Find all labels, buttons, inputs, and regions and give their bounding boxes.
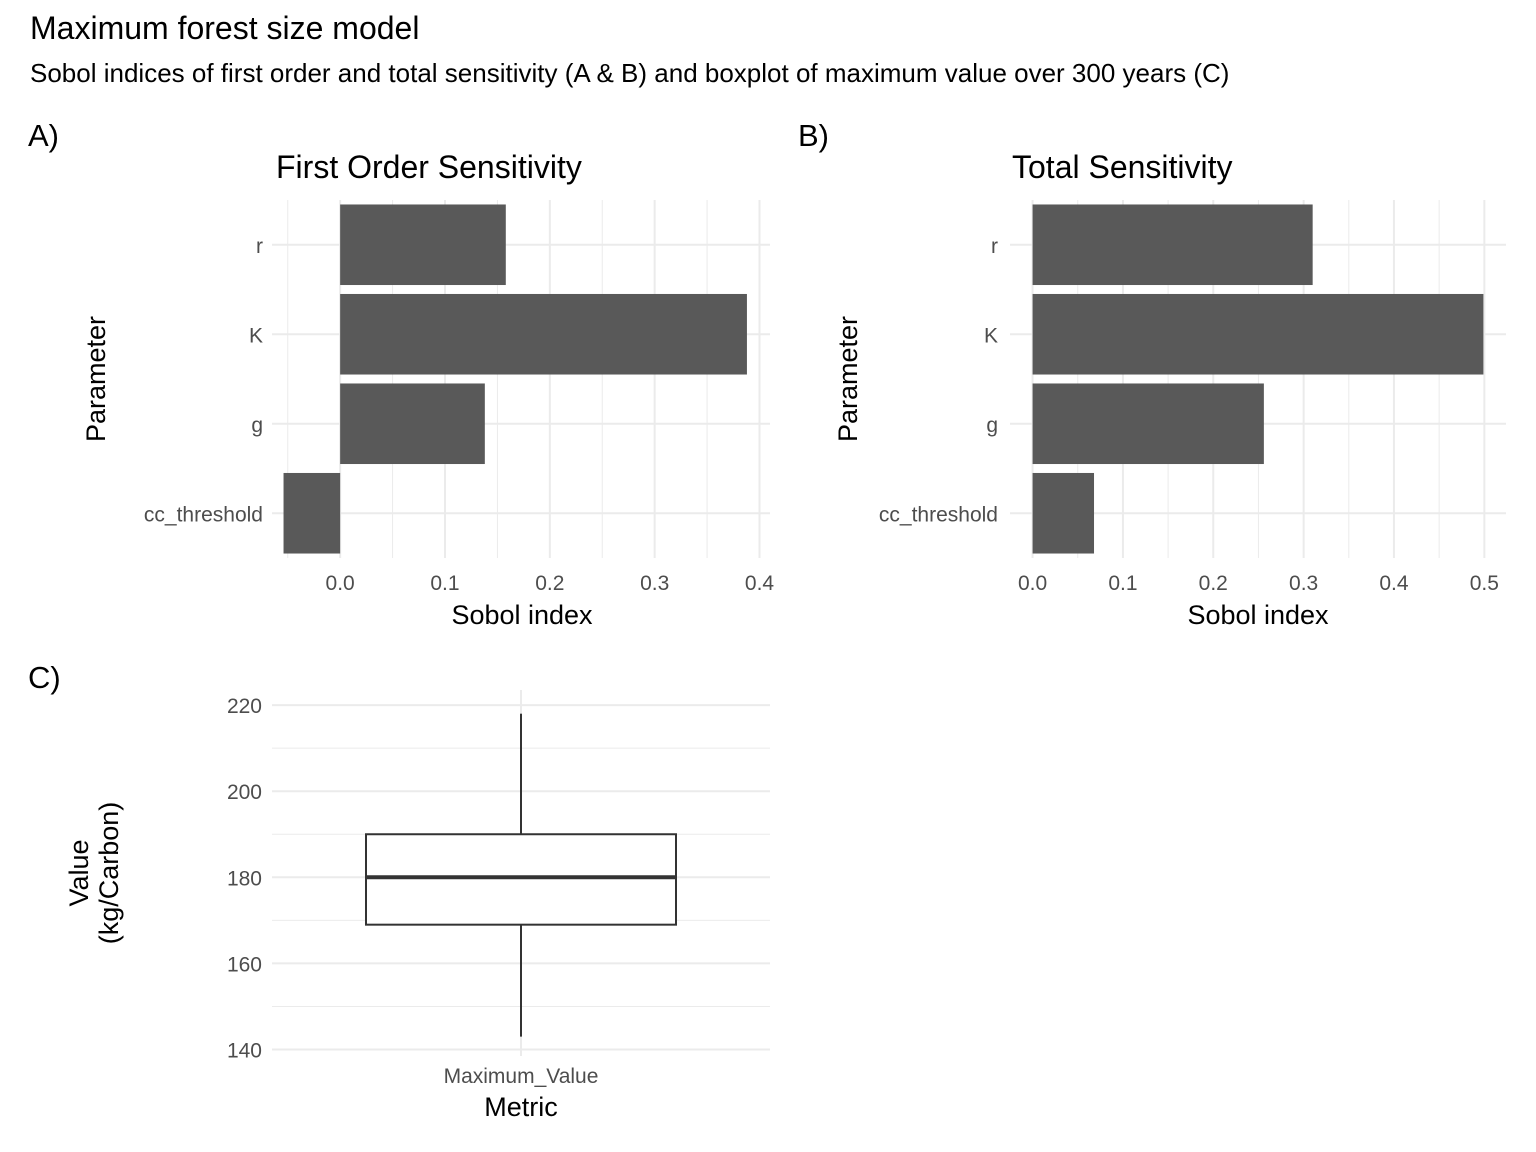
x-tick-label: 0.2	[1199, 572, 1228, 595]
y-tick-label: 140	[227, 1040, 262, 1063]
bar-g	[1032, 383, 1264, 465]
panel-tag-a: A)	[28, 118, 59, 153]
x-tick-label: 0.1	[1108, 572, 1137, 595]
y-axis-label-line: (kg/Carbon)	[94, 802, 124, 945]
y-tick-label: 160	[227, 953, 262, 976]
x-tick-label: 0.3	[640, 572, 669, 595]
panel-tag-c: C)	[28, 660, 61, 695]
y-tick-label: r	[991, 235, 998, 258]
y-axis-label-line: Value	[64, 839, 94, 906]
box-iqr	[365, 833, 677, 926]
y-tick-label: r	[256, 235, 263, 258]
x-tick-label: 0.1	[430, 572, 459, 595]
bar-r	[1032, 204, 1313, 286]
chart-title: First Order Sensitivity	[276, 149, 582, 185]
y-axis-label: Parameter	[81, 316, 111, 442]
y-tick-label: K	[984, 324, 998, 347]
y-axis-label: Parameter	[833, 316, 863, 442]
figure-title: Maximum forest size model	[30, 10, 420, 46]
y-tick-label: cc_threshold	[144, 503, 263, 526]
bar-cc_threshold	[283, 472, 341, 554]
x-tick-label: 0.0	[1018, 572, 1047, 595]
chart-title: Total Sensitivity	[1012, 149, 1233, 185]
y-tick-label: g	[986, 414, 998, 437]
x-tick-label: 0.4	[1379, 572, 1409, 595]
x-tick-label: 0.4	[745, 572, 775, 595]
y-tick-label: g	[251, 414, 263, 437]
y-tick-label: cc_threshold	[879, 503, 998, 526]
x-axis-label: Metric	[484, 1092, 558, 1122]
y-tick-label: 180	[227, 867, 262, 890]
x-axis-label: Sobol index	[451, 600, 593, 630]
x-tick-label: 0.3	[1289, 572, 1318, 595]
figure-subtitle: Sobol indices of first order and total s…	[30, 58, 1230, 88]
bar-K	[340, 293, 747, 375]
x-axis-label: Sobol index	[1187, 600, 1329, 630]
x-tick-label: 0.2	[535, 572, 564, 595]
bar-cc_threshold	[1032, 472, 1095, 554]
y-tick-label: K	[249, 324, 263, 347]
y-axis-label: Value(kg/Carbon)	[64, 802, 124, 945]
x-tick-label: 0.5	[1470, 572, 1499, 595]
bar-r	[340, 204, 506, 286]
panel-tag-b: B)	[798, 118, 829, 153]
bar-K	[1032, 293, 1484, 375]
x-tick-label: Maximum_Value	[444, 1065, 599, 1088]
y-tick-label: 200	[227, 781, 262, 804]
x-tick-label: 0.0	[326, 572, 355, 595]
bar-g	[340, 383, 485, 465]
y-tick-label: 220	[227, 695, 262, 718]
